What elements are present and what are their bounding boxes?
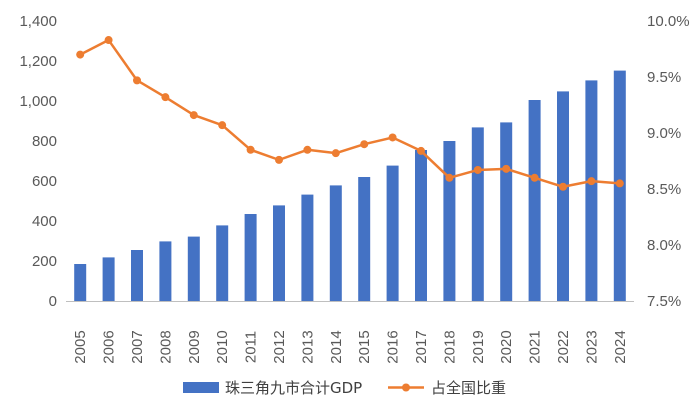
bar-2009 [187, 236, 200, 301]
point-2014 [331, 149, 340, 158]
line-markers [76, 36, 624, 191]
x-tick-label: 2018 [441, 330, 458, 363]
y-left-tick-label: 600 [32, 173, 57, 190]
bar-2013 [301, 194, 314, 301]
bar-2015 [358, 177, 371, 301]
line-series-share [79, 38, 620, 189]
point-2010 [218, 121, 227, 130]
x-tick-label: 2013 [299, 330, 316, 363]
x-tick-label: 2014 [328, 330, 345, 363]
x-tick-label: 2010 [214, 330, 231, 363]
x-tick-label: 2009 [186, 330, 203, 363]
x-tick-label: 2008 [157, 330, 174, 363]
bar-2023 [585, 80, 598, 302]
x-tick-label: 2015 [356, 330, 373, 363]
point-2019 [473, 165, 482, 174]
bar-series-gdp [74, 70, 626, 302]
bar-2007 [131, 250, 143, 301]
x-tick-label: 2017 [413, 330, 430, 363]
legend-marker-share [402, 383, 410, 392]
point-2006 [104, 36, 113, 45]
x-tick-label: 2024 [612, 330, 629, 363]
x-tick-label: 2011 [243, 331, 260, 363]
point-2008 [161, 93, 170, 102]
point-2020 [502, 164, 511, 173]
point-2005 [76, 50, 85, 59]
point-2015 [360, 140, 369, 149]
point-2009 [189, 111, 198, 120]
y-left-tick-label: 1,400 [19, 13, 57, 30]
bar-2010 [216, 225, 229, 301]
bar-2006 [102, 257, 115, 301]
bar-2017 [415, 150, 427, 301]
bar-2012 [273, 205, 285, 301]
y-left-tick-label: 400 [32, 213, 57, 230]
bar-2022 [557, 91, 569, 302]
point-2017 [417, 146, 425, 155]
y-axis-left: 0 200 400 600 800 1,000 1,200 1,400 [19, 13, 57, 310]
x-tick-label: 2016 [385, 330, 402, 363]
y-right-tick-label: 8.0% [647, 237, 681, 254]
y-left-tick-label: 1,000 [19, 93, 57, 110]
x-tick-label: 2021 [527, 330, 544, 363]
point-2018 [445, 173, 454, 182]
y-right-tick-label: 7.5% [647, 293, 681, 310]
x-tick-label: 2020 [498, 330, 515, 363]
point-2024 [615, 179, 624, 188]
y-left-tick-label: 1,200 [19, 53, 57, 70]
y-left-tick-label: 0 [49, 293, 57, 310]
y-axis-right: 7.5% 8.0% 8.5% 9.0% 9.5% 10.0% [647, 13, 690, 310]
point-2023 [587, 177, 596, 186]
point-2013 [303, 145, 312, 154]
x-tick-label: 2023 [583, 330, 600, 363]
x-tick-label: 2006 [101, 330, 118, 363]
y-left-tick-label: 200 [32, 253, 57, 270]
x-tick-label: 2007 [129, 330, 146, 363]
y-right-tick-label: 10.0% [647, 13, 690, 30]
bar-2008 [159, 241, 172, 301]
point-2011 [246, 145, 255, 154]
bar-2020 [500, 122, 513, 302]
point-2012 [275, 155, 283, 164]
y-right-tick-label: 9.0% [647, 125, 681, 142]
point-2021 [530, 173, 539, 182]
legend-swatch-gdp [183, 382, 219, 393]
point-2007 [133, 76, 141, 85]
bar-2016 [386, 165, 399, 301]
y-right-tick-label: 8.5% [647, 181, 681, 198]
bar-2005 [74, 264, 87, 301]
legend: 珠三角九市合计GDP 占全国比重 [183, 379, 506, 397]
bar-2014 [329, 185, 342, 301]
bar-2011 [244, 214, 257, 301]
bar-2018 [443, 141, 456, 301]
legend-label-share: 占全国比重 [431, 379, 506, 397]
bar-2019 [471, 127, 484, 302]
point-2016 [388, 133, 397, 142]
x-axis: 2005 2006 2007 2008 2009 2010 2011 2012 2013 2014… [72, 330, 629, 363]
y-left-tick-label: 800 [32, 133, 57, 150]
x-tick-label: 2005 [72, 330, 89, 363]
x-tick-label: 2012 [271, 330, 288, 363]
point-2022 [559, 182, 567, 191]
x-tick-label: 2022 [555, 330, 572, 363]
x-tick-label: 2019 [470, 330, 487, 363]
y-right-tick-label: 9.5% [647, 69, 681, 86]
legend-label-gdp: 珠三角九市合计GDP [225, 379, 362, 397]
bar-2021 [528, 100, 541, 301]
